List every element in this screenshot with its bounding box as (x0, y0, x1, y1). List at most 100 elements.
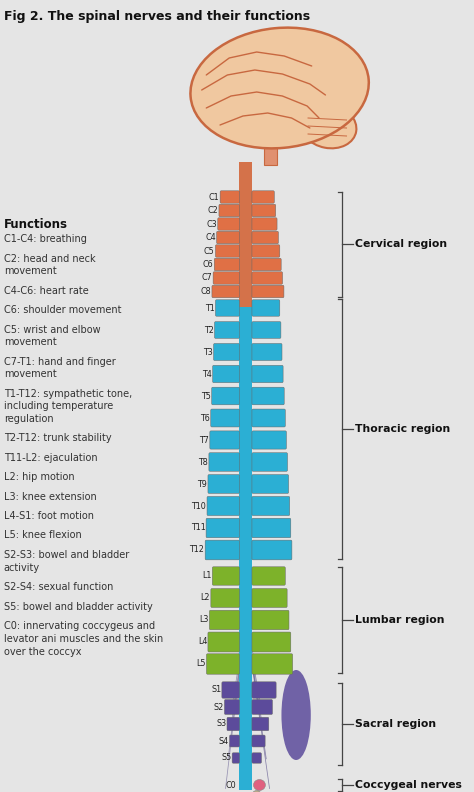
FancyBboxPatch shape (252, 753, 262, 763)
Text: L5: L5 (196, 660, 206, 668)
FancyBboxPatch shape (212, 387, 239, 405)
Text: C6: shoulder movement: C6: shoulder movement (4, 305, 121, 315)
Text: C3: C3 (206, 219, 217, 229)
Ellipse shape (254, 779, 265, 790)
FancyBboxPatch shape (232, 753, 239, 763)
Text: T11: T11 (191, 524, 205, 532)
Text: L1: L1 (202, 572, 211, 581)
Text: T12: T12 (190, 546, 204, 554)
Text: L5: knee flexion: L5: knee flexion (4, 531, 82, 540)
FancyBboxPatch shape (252, 518, 291, 538)
FancyBboxPatch shape (252, 588, 287, 607)
FancyBboxPatch shape (216, 300, 239, 316)
FancyBboxPatch shape (216, 245, 239, 257)
Text: C5: C5 (204, 246, 215, 256)
Text: Thoracic region: Thoracic region (355, 424, 450, 434)
FancyBboxPatch shape (214, 258, 239, 271)
Text: T1: T1 (205, 303, 215, 313)
Text: Lumbar region: Lumbar region (355, 615, 444, 625)
Text: T7: T7 (199, 436, 209, 444)
Text: C0: innervating coccygeus and
levator ani muscles and the skin
over the coccyx: C0: innervating coccygeus and levator an… (4, 621, 163, 657)
Text: T2-T12: trunk stability: T2-T12: trunk stability (4, 433, 111, 443)
FancyBboxPatch shape (252, 322, 281, 338)
FancyBboxPatch shape (252, 611, 289, 630)
Text: T9: T9 (197, 479, 207, 489)
Text: S3: S3 (216, 719, 226, 729)
FancyBboxPatch shape (229, 735, 239, 747)
Text: C4: C4 (205, 233, 216, 242)
FancyBboxPatch shape (211, 588, 239, 607)
Text: S2-S3: bowel and bladder
activity: S2-S3: bowel and bladder activity (4, 550, 129, 573)
Text: T5: T5 (201, 391, 211, 401)
FancyBboxPatch shape (210, 431, 239, 449)
FancyBboxPatch shape (212, 285, 239, 298)
Text: S2: S2 (213, 703, 224, 711)
Text: T3: T3 (203, 348, 213, 356)
FancyBboxPatch shape (252, 735, 265, 747)
Text: C1-C4: breathing: C1-C4: breathing (4, 234, 87, 244)
FancyBboxPatch shape (252, 540, 292, 560)
Text: C8: C8 (201, 287, 211, 296)
FancyBboxPatch shape (252, 191, 274, 204)
Text: C6: C6 (203, 260, 214, 269)
Text: L2: L2 (201, 593, 210, 603)
Text: L4-S1: foot motion: L4-S1: foot motion (4, 511, 94, 521)
Text: T10: T10 (191, 501, 206, 511)
Text: Coccygeal nerves: Coccygeal nerves (355, 780, 462, 790)
FancyBboxPatch shape (212, 567, 239, 585)
FancyBboxPatch shape (209, 453, 239, 471)
FancyBboxPatch shape (207, 654, 239, 674)
Text: S2-S4: sexual function: S2-S4: sexual function (4, 582, 113, 592)
FancyBboxPatch shape (252, 474, 289, 493)
Text: C2: head and neck
movement: C2: head and neck movement (4, 253, 95, 276)
Text: S5: bowel and bladder activity: S5: bowel and bladder activity (4, 601, 153, 611)
Text: L4: L4 (198, 638, 207, 646)
FancyBboxPatch shape (224, 699, 239, 714)
FancyBboxPatch shape (207, 497, 239, 516)
FancyBboxPatch shape (220, 191, 239, 204)
FancyBboxPatch shape (218, 218, 239, 230)
FancyBboxPatch shape (211, 409, 239, 427)
FancyBboxPatch shape (205, 540, 239, 560)
Text: S5: S5 (221, 753, 231, 763)
Text: C7-T1: hand and finger
movement: C7-T1: hand and finger movement (4, 356, 115, 379)
FancyBboxPatch shape (219, 204, 239, 217)
FancyBboxPatch shape (252, 272, 283, 284)
Text: C5: wrist and elbow
movement: C5: wrist and elbow movement (4, 325, 100, 348)
Ellipse shape (282, 670, 311, 760)
FancyBboxPatch shape (252, 409, 285, 427)
Text: C0: C0 (226, 780, 237, 790)
Text: L2: hip motion: L2: hip motion (4, 472, 74, 482)
Text: Sacral region: Sacral region (355, 719, 436, 729)
FancyBboxPatch shape (214, 344, 239, 360)
Text: C2: C2 (208, 206, 218, 215)
FancyBboxPatch shape (210, 611, 239, 630)
FancyBboxPatch shape (252, 344, 282, 360)
FancyBboxPatch shape (206, 518, 239, 538)
Text: Fig 2. The spinal nerves and their functions: Fig 2. The spinal nerves and their funct… (4, 10, 310, 23)
FancyBboxPatch shape (252, 204, 276, 217)
FancyBboxPatch shape (252, 453, 288, 471)
Text: T11-L2: ejaculation: T11-L2: ejaculation (4, 452, 97, 463)
FancyBboxPatch shape (252, 699, 273, 714)
Text: C7: C7 (201, 273, 212, 283)
Text: L3: knee extension: L3: knee extension (4, 492, 96, 501)
Text: L3: L3 (199, 615, 209, 625)
Text: T2: T2 (204, 326, 214, 334)
Ellipse shape (300, 104, 356, 148)
FancyBboxPatch shape (208, 632, 239, 652)
FancyBboxPatch shape (252, 632, 291, 652)
Text: C4-C6: heart rate: C4-C6: heart rate (4, 285, 89, 295)
Bar (239, 162, 252, 307)
FancyBboxPatch shape (213, 272, 239, 284)
FancyBboxPatch shape (252, 218, 277, 230)
FancyBboxPatch shape (252, 285, 284, 298)
FancyBboxPatch shape (222, 682, 239, 699)
Bar (264, 128, 277, 165)
Text: C1: C1 (209, 192, 219, 201)
FancyBboxPatch shape (252, 497, 290, 516)
FancyBboxPatch shape (252, 258, 281, 271)
Text: Cervical region: Cervical region (355, 239, 447, 249)
Ellipse shape (252, 790, 261, 792)
FancyBboxPatch shape (252, 567, 285, 585)
